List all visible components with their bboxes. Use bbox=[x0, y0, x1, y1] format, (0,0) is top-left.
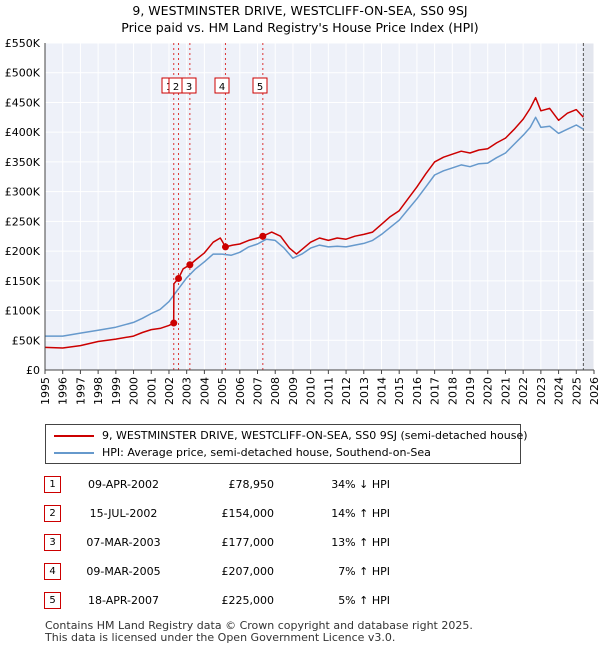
future-shade bbox=[583, 43, 594, 370]
transaction-hpi-change: 5% ↑ HPI bbox=[338, 594, 390, 607]
x-tick-label: 2015 bbox=[393, 377, 406, 405]
x-tick-label: 1997 bbox=[74, 377, 87, 405]
sale-point bbox=[221, 243, 229, 251]
x-tick-label: 2023 bbox=[535, 377, 548, 405]
transaction-price: £154,000 bbox=[221, 507, 275, 520]
transaction-date: 15-JUL-2002 bbox=[89, 507, 158, 520]
x-tick-label: 2019 bbox=[464, 377, 477, 405]
transaction-hpi-change: 14% ↑ HPI bbox=[331, 507, 390, 520]
transaction-number-badge: 4 bbox=[44, 563, 61, 580]
x-tick-label: 2001 bbox=[145, 377, 158, 405]
y-tick-label: £0 bbox=[26, 364, 40, 377]
x-tick-label: 2002 bbox=[163, 377, 176, 405]
transaction-hpi-change: 34% ↓ HPI bbox=[331, 478, 390, 491]
property-price-line bbox=[44, 96, 584, 349]
x-tick-label: 1996 bbox=[57, 377, 70, 405]
transaction-row: 2 15-JUL-2002 £154,000 14% ↑ HPI bbox=[44, 499, 390, 528]
y-tick-label: £150K bbox=[5, 275, 41, 288]
y-tick-label: £500K bbox=[5, 67, 41, 80]
x-tick-label: 2026 bbox=[588, 377, 600, 405]
footer: Contains HM Land Registry data © Crown c… bbox=[45, 620, 473, 644]
sale-point bbox=[175, 274, 183, 282]
x-tick-label: 2010 bbox=[305, 377, 318, 405]
transaction-price: £78,950 bbox=[228, 478, 275, 491]
price-chart: £0 £50K £100K £150K £200K £250K £300K £350K £400… bbox=[5, 37, 600, 405]
footer-licence: This data is licensed under the Open Gov… bbox=[45, 631, 396, 644]
legend-swatch-hpi bbox=[54, 452, 94, 454]
transaction-row: 4 09-MAR-2005 £207,000 7% ↑ HPI bbox=[44, 557, 390, 586]
transactions-table: 1 09-APR-2002 £78,950 34% ↓ HPI 2 15-JUL-2002… bbox=[44, 470, 390, 615]
sale-marker-label: 4 bbox=[219, 82, 225, 93]
x-tick-label: 2000 bbox=[128, 377, 141, 405]
transaction-number-badge: 2 bbox=[44, 505, 61, 522]
x-tick-label: 2021 bbox=[499, 377, 512, 405]
legend-item-hpi: HPI: Average price, semi-detached house,… bbox=[54, 445, 431, 461]
chart-legend: 9, WESTMINSTER DRIVE, WESTCLIFF-ON-SEA, … bbox=[45, 424, 528, 464]
sale-marker-box bbox=[252, 77, 268, 94]
sale-marker-box bbox=[181, 77, 197, 94]
transaction-date: 09-MAR-2005 bbox=[86, 565, 161, 578]
legend-item-property: 9, WESTMINSTER DRIVE, WESTCLIFF-ON-SEA, … bbox=[54, 428, 528, 444]
x-tick-label: 2017 bbox=[429, 377, 442, 405]
x-tick-label: 2007 bbox=[252, 377, 265, 405]
x-tick-label: 2004 bbox=[198, 377, 211, 405]
x-tick-label: 2013 bbox=[358, 377, 371, 405]
y-tick-label: £100K bbox=[5, 305, 41, 318]
sale-point bbox=[259, 232, 267, 240]
transaction-price: £207,000 bbox=[221, 565, 275, 578]
x-tick-label: 2009 bbox=[287, 377, 300, 405]
legend-swatch-property bbox=[54, 435, 94, 437]
transaction-date: 07-MAR-2003 bbox=[86, 536, 161, 549]
y-tick-label: £550K bbox=[5, 37, 41, 50]
x-tick-label: 2020 bbox=[482, 377, 495, 405]
x-tick-label: 2003 bbox=[181, 377, 194, 405]
transaction-number-badge: 1 bbox=[44, 476, 61, 493]
y-tick-label: £300K bbox=[5, 186, 41, 199]
x-tick-label: 1999 bbox=[110, 377, 123, 405]
y-tick-label: £400K bbox=[5, 126, 41, 139]
legend-label-hpi: HPI: Average price, semi-detached house,… bbox=[102, 446, 431, 459]
x-tick-label: 2025 bbox=[570, 377, 583, 405]
y-tick-label: £250K bbox=[5, 215, 41, 228]
x-tick-label: 2016 bbox=[411, 377, 424, 405]
x-tick-label: 2005 bbox=[216, 377, 229, 405]
transaction-price: £225,000 bbox=[221, 594, 275, 607]
footer-copyright: Contains HM Land Registry data © Crown c… bbox=[45, 619, 473, 632]
x-tick-label: 2024 bbox=[553, 377, 566, 405]
chart-title: 9, WESTMINSTER DRIVE, WESTCLIFF-ON-SEA, … bbox=[132, 3, 468, 18]
x-tick-label: 2011 bbox=[322, 377, 335, 405]
x-tick-label: 1995 bbox=[39, 377, 52, 405]
transaction-date: 09-APR-2002 bbox=[87, 478, 160, 491]
x-tick-label: 2012 bbox=[340, 377, 353, 405]
x-tick-label: 2014 bbox=[375, 377, 388, 405]
x-tick-label: 2006 bbox=[234, 377, 247, 405]
x-tick-label: 2022 bbox=[517, 377, 530, 405]
transaction-hpi-change: 13% ↑ HPI bbox=[331, 536, 390, 549]
sale-point bbox=[186, 261, 194, 269]
plot-area bbox=[45, 43, 594, 370]
sale-marker-label: 3 bbox=[186, 82, 192, 93]
transaction-price: £177,000 bbox=[221, 536, 275, 549]
chart-subtitle: Price paid vs. HM Land Registry's House … bbox=[121, 20, 479, 35]
transaction-number-badge: 3 bbox=[44, 534, 61, 551]
y-tick-label: £450K bbox=[5, 96, 41, 109]
x-tick-label: 1998 bbox=[92, 377, 105, 405]
transaction-row: 1 09-APR-2002 £78,950 34% ↓ HPI bbox=[44, 470, 390, 499]
transaction-date: 18-APR-2007 bbox=[87, 594, 160, 607]
sale-point bbox=[170, 319, 178, 327]
x-tick-label: 2008 bbox=[269, 377, 282, 405]
transaction-number-badge: 5 bbox=[44, 592, 61, 609]
y-tick-label: £200K bbox=[5, 245, 41, 258]
y-tick-label: £50K bbox=[12, 334, 41, 347]
sale-marker-label: 2 bbox=[173, 82, 179, 93]
x-tick-label: 2018 bbox=[446, 377, 459, 405]
sale-marker-label: 5 bbox=[257, 82, 263, 93]
transaction-row: 5 18-APR-2007 £225,000 5% ↑ HPI bbox=[44, 586, 390, 615]
transaction-row: 3 07-MAR-2003 £177,000 13% ↑ HPI bbox=[44, 528, 390, 557]
y-tick-label: £350K bbox=[5, 156, 41, 169]
legend-label-property: 9, WESTMINSTER DRIVE, WESTCLIFF-ON-SEA, … bbox=[102, 429, 528, 442]
transaction-hpi-change: 7% ↑ HPI bbox=[338, 565, 390, 578]
sale-marker-box bbox=[214, 77, 230, 94]
